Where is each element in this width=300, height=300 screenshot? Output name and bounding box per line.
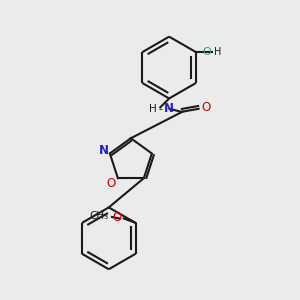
Text: H: H [214, 46, 221, 56]
Text: O: O [112, 211, 122, 224]
Text: H: H [149, 104, 157, 114]
Text: N: N [98, 144, 108, 157]
Text: CH₃: CH₃ [89, 212, 108, 221]
Text: O: O [107, 177, 116, 190]
Text: O: O [203, 46, 212, 56]
Text: -: - [158, 104, 162, 114]
Text: O: O [202, 101, 211, 114]
Text: N: N [164, 102, 174, 115]
